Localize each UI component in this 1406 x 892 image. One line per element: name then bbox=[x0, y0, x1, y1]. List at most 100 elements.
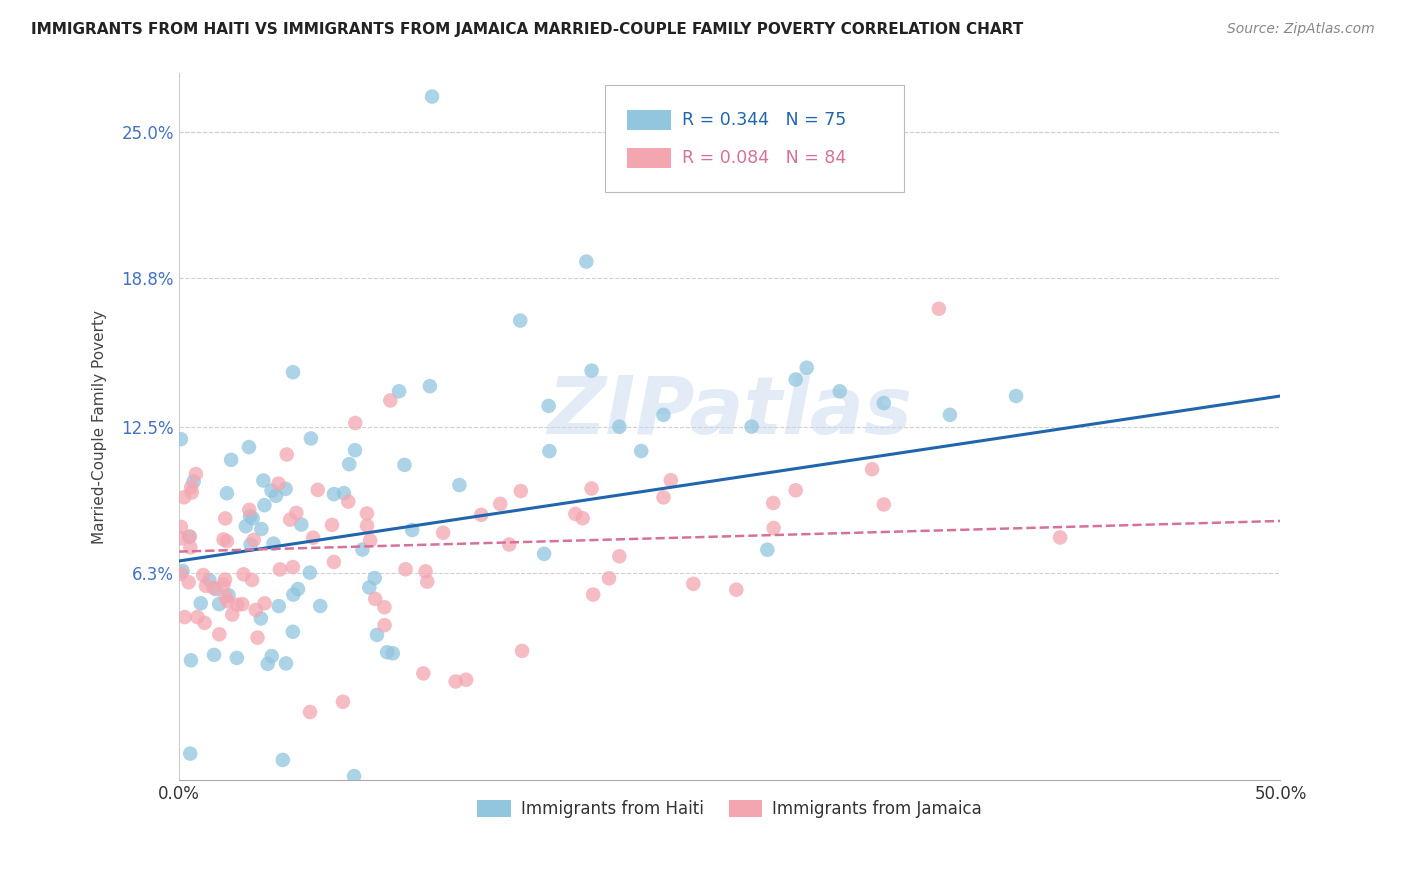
Point bbox=[221, 607, 243, 622]
Point bbox=[260, 483, 283, 498]
Point bbox=[432, 525, 454, 540]
Point bbox=[242, 511, 264, 525]
Point bbox=[652, 491, 675, 505]
Point bbox=[214, 511, 236, 525]
Point bbox=[337, 494, 360, 508]
Point bbox=[276, 448, 298, 462]
Point bbox=[193, 615, 215, 630]
Bar bbox=[627, 148, 671, 168]
Point bbox=[828, 384, 851, 399]
Point bbox=[238, 503, 260, 517]
Point bbox=[253, 596, 276, 610]
Point bbox=[725, 582, 748, 597]
Point bbox=[278, 513, 301, 527]
Point bbox=[375, 645, 398, 659]
Point bbox=[785, 483, 807, 498]
Point bbox=[309, 599, 332, 613]
Point bbox=[235, 519, 257, 533]
Y-axis label: Married-Couple Family Poverty: Married-Couple Family Poverty bbox=[93, 310, 107, 543]
Point bbox=[394, 458, 416, 472]
FancyBboxPatch shape bbox=[605, 85, 904, 192]
Point bbox=[170, 432, 193, 446]
Point bbox=[302, 531, 325, 545]
Point bbox=[245, 603, 267, 617]
Point bbox=[380, 393, 402, 408]
Point bbox=[412, 666, 434, 681]
Point bbox=[581, 363, 603, 377]
Point bbox=[537, 399, 560, 413]
Point bbox=[238, 440, 260, 454]
Text: IMMIGRANTS FROM HAITI VS IMMIGRANTS FROM JAMAICA MARRIED-COUPLE FAMILY POVERTY C: IMMIGRANTS FROM HAITI VS IMMIGRANTS FROM… bbox=[31, 22, 1024, 37]
Point bbox=[208, 597, 231, 611]
Point bbox=[202, 581, 225, 595]
Point bbox=[401, 523, 423, 537]
Point bbox=[269, 562, 291, 576]
Point bbox=[267, 599, 290, 613]
Point bbox=[322, 487, 344, 501]
Point bbox=[630, 444, 652, 458]
Point bbox=[170, 566, 193, 581]
Point bbox=[256, 657, 278, 671]
Point bbox=[231, 597, 253, 611]
Point bbox=[470, 508, 492, 522]
Point bbox=[239, 538, 262, 552]
Point bbox=[682, 576, 704, 591]
Point bbox=[366, 628, 388, 642]
Point bbox=[226, 598, 249, 612]
Point bbox=[581, 482, 603, 496]
Point bbox=[190, 596, 212, 610]
Point bbox=[356, 518, 378, 533]
Point bbox=[510, 644, 533, 658]
Point bbox=[173, 610, 195, 624]
Point bbox=[741, 419, 763, 434]
Point bbox=[449, 478, 471, 492]
Point bbox=[212, 533, 235, 547]
Point bbox=[374, 618, 396, 632]
Point bbox=[208, 627, 231, 641]
Point bbox=[281, 624, 304, 639]
Point bbox=[177, 575, 200, 590]
Point bbox=[332, 695, 354, 709]
Point bbox=[180, 653, 202, 667]
Point bbox=[250, 522, 273, 536]
Point bbox=[179, 541, 201, 555]
Point bbox=[218, 588, 240, 602]
Text: R = 0.084   N = 84: R = 0.084 N = 84 bbox=[682, 149, 846, 167]
Point bbox=[274, 482, 297, 496]
Point bbox=[498, 537, 520, 551]
Point bbox=[363, 571, 385, 585]
Point bbox=[419, 379, 441, 393]
Text: R = 0.344   N = 75: R = 0.344 N = 75 bbox=[682, 112, 846, 129]
Point bbox=[252, 474, 274, 488]
Point bbox=[179, 530, 201, 544]
Point bbox=[420, 89, 443, 103]
Point bbox=[1049, 531, 1071, 545]
Point bbox=[928, 301, 950, 316]
Point bbox=[356, 507, 378, 521]
Point bbox=[186, 610, 208, 624]
Point bbox=[250, 611, 273, 625]
Point bbox=[575, 254, 598, 268]
Point bbox=[1005, 389, 1028, 403]
Point bbox=[232, 567, 254, 582]
Point bbox=[193, 568, 215, 582]
Point bbox=[337, 457, 360, 471]
Point bbox=[240, 573, 263, 587]
Point bbox=[299, 432, 322, 446]
Point bbox=[564, 507, 586, 521]
Point bbox=[762, 521, 785, 535]
Point bbox=[281, 560, 304, 574]
Point bbox=[283, 588, 305, 602]
Point bbox=[219, 453, 242, 467]
Point bbox=[180, 485, 202, 500]
Point bbox=[415, 564, 437, 578]
Point bbox=[359, 533, 381, 548]
Point bbox=[509, 483, 531, 498]
Point bbox=[198, 573, 221, 587]
Point bbox=[170, 520, 193, 534]
Point bbox=[343, 769, 366, 783]
Point bbox=[194, 579, 217, 593]
Point bbox=[873, 396, 896, 410]
Point bbox=[343, 443, 366, 458]
Point bbox=[381, 646, 404, 660]
